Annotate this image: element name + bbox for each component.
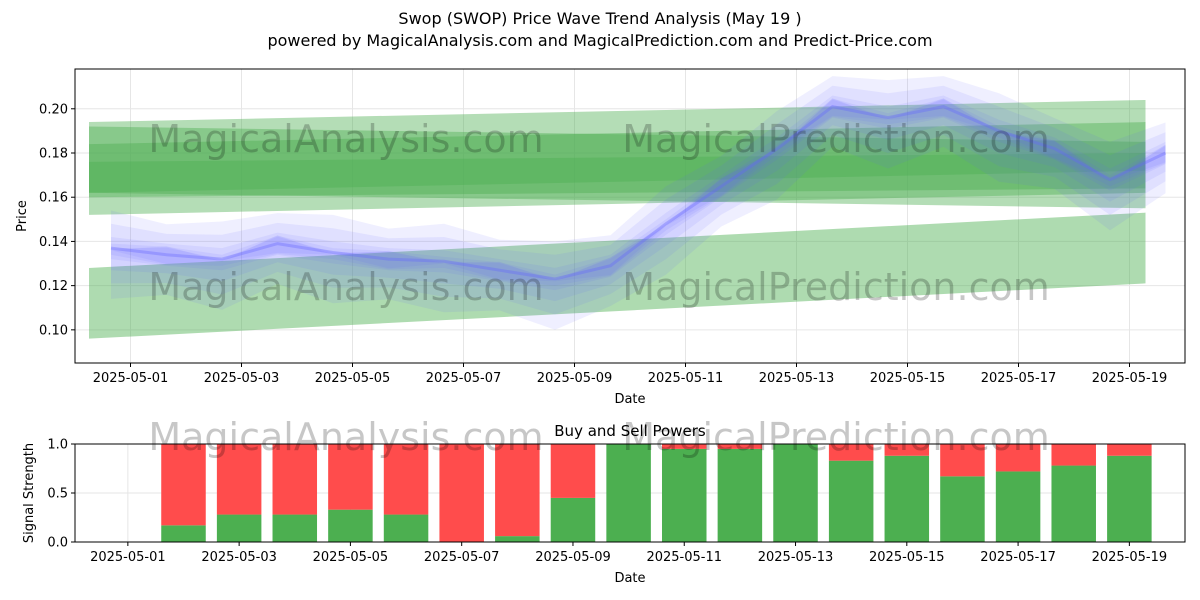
- signal-x-tick-label: 2025-05-13: [758, 550, 834, 565]
- buy-bar: [161, 525, 206, 542]
- price-wave-band: [111, 98, 1166, 302]
- signal-y-tick-label: 0.5: [47, 487, 68, 502]
- chart-title: Swop (SWOP) Price Wave Trend Analysis (M…: [398, 9, 802, 28]
- signal-x-tick-label: 2025-05-11: [646, 550, 722, 565]
- price-wave-band: [111, 98, 1166, 330]
- signal-y-tick-label: 1.0: [47, 438, 68, 453]
- sell-bar: [717, 444, 763, 449]
- sell-bar: [439, 444, 484, 542]
- sell-bar: [1107, 444, 1152, 456]
- sell-bar: [884, 444, 930, 456]
- sell-bar: [940, 444, 985, 477]
- signal-x-tick-label: 2025-05-19: [1092, 550, 1168, 565]
- price-wave-band: [111, 95, 1166, 291]
- buy-bar: [1051, 465, 1096, 542]
- price-x-axis-label: Date: [614, 392, 645, 407]
- price-y-tick-label: 0.12: [39, 279, 68, 294]
- price-x-tick-label: 2025-05-05: [315, 371, 391, 386]
- watermark-text: MagicalAnalysis.com: [148, 415, 543, 459]
- buy-bar: [995, 471, 1041, 542]
- trend-band: [89, 212, 1146, 339]
- price-x-tick-label: 2025-05-15: [870, 371, 946, 386]
- buy-bar: [606, 444, 651, 542]
- buy-bar: [495, 536, 540, 542]
- buy-bar: [1107, 455, 1152, 542]
- price-x-tick-label: 2025-05-13: [759, 371, 835, 386]
- signal-x-axis-label: Date: [614, 571, 645, 586]
- price-y-tick-label: 0.14: [39, 235, 68, 250]
- price-y-tick-label: 0.10: [39, 323, 68, 338]
- buy-bar: [773, 444, 818, 542]
- sell-bar: [661, 444, 707, 449]
- watermark-text: MagicalAnalysis.com: [148, 117, 543, 161]
- price-x-tick-label: 2025-05-03: [204, 371, 280, 386]
- signal-x-tick-label: 2025-05-03: [201, 550, 277, 565]
- buy-bar: [383, 514, 429, 542]
- price-wave-band: [111, 99, 1166, 315]
- price-grid: [75, 69, 1185, 363]
- price-wave-band: [111, 76, 1166, 282]
- price-y-tick-label: 0.18: [39, 147, 68, 162]
- buy-bar: [661, 448, 707, 542]
- buy-bar: [884, 455, 930, 542]
- price-wave-line: [110, 104, 1167, 281]
- price-y-tick-label: 0.20: [39, 102, 68, 117]
- buy-bar: [828, 460, 874, 542]
- signal-x-tick-label: 2025-05-15: [869, 550, 945, 565]
- price-x-tick-label: 2025-05-09: [537, 371, 613, 386]
- watermark-text: MagicalPrediction.com: [622, 265, 1050, 309]
- price-x-tick-label: 2025-05-07: [426, 371, 502, 386]
- signal-y-tick-label: 0.0: [47, 536, 68, 551]
- trend-band: [89, 122, 1146, 215]
- trend-band: [89, 99, 1146, 193]
- price-x-tick-label: 2025-05-01: [93, 371, 169, 386]
- watermark-text: MagicalPrediction.com: [622, 117, 1050, 161]
- signal-title: Buy and Sell Powers: [554, 422, 706, 440]
- signal-bars: [161, 444, 1152, 542]
- signal-y-axis-label: Signal Strength: [22, 443, 37, 543]
- watermark-text: MagicalAnalysis.com: [148, 265, 543, 309]
- price-wave-band: [111, 85, 1166, 286]
- buy-bar: [940, 476, 985, 542]
- watermark-text: MagicalPrediction.com: [622, 415, 1050, 459]
- sell-bar: [828, 444, 874, 461]
- price-x-tick-label: 2025-05-19: [1092, 371, 1168, 386]
- signal-x-tick-label: 2025-05-05: [313, 550, 389, 565]
- signal-x-tick-label: 2025-05-07: [424, 550, 500, 565]
- signal-x-tick-label: 2025-05-09: [535, 550, 611, 565]
- chart-subtitle: powered by MagicalAnalysis.com and Magic…: [267, 31, 933, 50]
- price-y-tick-label: 0.16: [39, 191, 68, 206]
- price-plot-area: [89, 76, 1167, 339]
- buy-bar: [717, 448, 763, 542]
- buy-bar: [328, 509, 373, 542]
- sell-bar: [383, 444, 429, 515]
- price-x-tick-label: 2025-05-11: [648, 371, 724, 386]
- sell-bar: [1051, 444, 1096, 466]
- sell-bar: [216, 444, 262, 515]
- price-x-tick-label: 2025-05-17: [981, 371, 1057, 386]
- signal-x-tick-label: 2025-05-01: [90, 550, 166, 565]
- sell-bar: [272, 444, 318, 515]
- signal-x-tick-label: 2025-05-17: [980, 550, 1056, 565]
- price-y-axis-label: Price: [15, 200, 30, 232]
- trend-band: [89, 153, 1146, 198]
- sell-bar: [495, 444, 540, 537]
- sell-bar: [161, 444, 206, 526]
- sell-bar: [995, 444, 1041, 472]
- buy-bar: [550, 497, 596, 542]
- buy-bar: [216, 514, 262, 542]
- buy-bar: [272, 514, 318, 542]
- sell-bar: [550, 444, 596, 498]
- trend-band: [89, 126, 1146, 209]
- price-axes-frame: [74, 68, 1186, 364]
- sell-bar: [328, 444, 373, 510]
